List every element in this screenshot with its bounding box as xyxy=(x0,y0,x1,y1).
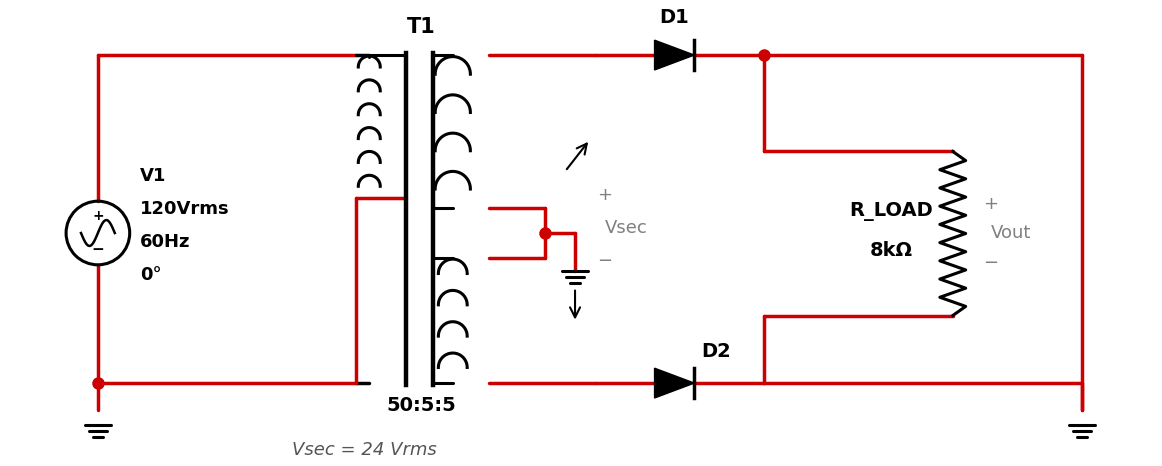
Polygon shape xyxy=(654,40,695,70)
Text: Vout: Vout xyxy=(990,225,1031,242)
Text: V1: V1 xyxy=(139,167,166,185)
Text: 8kΩ: 8kΩ xyxy=(869,241,912,260)
Text: T1: T1 xyxy=(407,17,436,37)
Text: +: + xyxy=(983,195,998,212)
Text: 0°: 0° xyxy=(139,266,162,284)
Text: −: − xyxy=(983,254,998,272)
Polygon shape xyxy=(654,368,695,398)
Text: −: − xyxy=(92,242,105,257)
Text: 120Vrms: 120Vrms xyxy=(139,200,229,218)
Text: D2: D2 xyxy=(702,342,731,361)
Text: Vsec = 24 Vrms: Vsec = 24 Vrms xyxy=(292,441,437,459)
Text: D1: D1 xyxy=(660,8,689,27)
Text: −: − xyxy=(597,252,612,270)
Text: Vsec: Vsec xyxy=(605,219,647,237)
Text: R_LOAD: R_LOAD xyxy=(849,202,933,221)
Text: +: + xyxy=(92,209,103,223)
Text: +: + xyxy=(597,186,612,204)
Text: 50:5:5: 50:5:5 xyxy=(386,396,456,415)
Text: 60Hz: 60Hz xyxy=(139,233,191,251)
